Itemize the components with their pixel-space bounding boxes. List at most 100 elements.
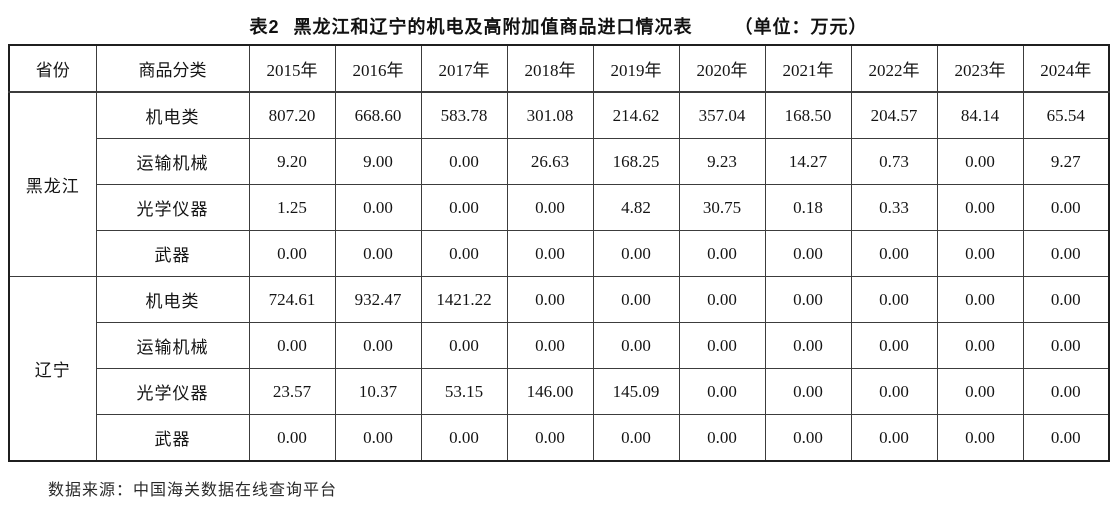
value-cell: 0.00 — [936, 368, 1024, 415]
data-row: 运输机械 0.00 0.00 0.00 0.00 0.00 0.00 0.00 0.00 0.00… — [9, 322, 1110, 369]
value-cell: 301.08 — [506, 91, 594, 139]
value-cell: 932.47 — [334, 276, 422, 323]
value-cell: 0.00 — [334, 414, 422, 462]
value-cell: 0.00 — [936, 414, 1024, 462]
value-cell: 0.73 — [850, 138, 938, 185]
data-row: 运输机械 9.20 9.00 0.00 26.63 168.25 9.23 14.27 0.73… — [9, 138, 1110, 185]
value-cell: 0.00 — [678, 414, 766, 462]
value-cell: 146.00 — [506, 368, 594, 415]
value-cell: 0.00 — [936, 322, 1024, 369]
value-cell: 0.00 — [1022, 368, 1110, 415]
value-cell: 0.00 — [592, 322, 680, 369]
value-cell: 0.00 — [334, 184, 422, 231]
value-cell: 0.00 — [506, 184, 594, 231]
year-header: 2023年 — [936, 44, 1024, 93]
year-header: 2024年 — [1022, 44, 1110, 93]
value-cell: 0.18 — [764, 184, 852, 231]
value-cell: 4.82 — [592, 184, 680, 231]
value-cell: 9.27 — [1022, 138, 1110, 185]
category-cell: 机电类 — [95, 91, 250, 139]
value-cell: 0.00 — [506, 276, 594, 323]
year-header: 2017年 — [420, 44, 508, 93]
year-header: 2020年 — [678, 44, 766, 93]
value-cell: 168.50 — [764, 91, 852, 139]
value-cell: 0.00 — [420, 184, 508, 231]
year-header: 2022年 — [850, 44, 938, 93]
value-cell: 10.37 — [334, 368, 422, 415]
data-row: 黑龙江 机电类 807.20 668.60 583.78 301.08 214.62 357.… — [8, 91, 1110, 277]
category-cell: 武器 — [95, 230, 250, 277]
category-cell: 运输机械 — [95, 322, 250, 369]
value-cell: 214.62 — [592, 91, 680, 139]
value-cell: 0.00 — [850, 414, 938, 462]
value-cell: 724.61 — [248, 276, 336, 323]
value-cell: 583.78 — [420, 91, 508, 139]
value-cell: 0.00 — [850, 276, 938, 323]
year-header: 2021年 — [764, 44, 852, 93]
category-cell: 光学仪器 — [95, 368, 250, 415]
value-cell: 9.00 — [334, 138, 422, 185]
value-cell: 0.00 — [850, 230, 938, 277]
value-cell: 9.20 — [248, 138, 336, 185]
value-cell: 0.00 — [592, 230, 680, 277]
value-cell: 0.00 — [764, 276, 852, 323]
year-header: 2019年 — [592, 44, 680, 93]
data-row: 光学仪器 1.25 0.00 0.00 0.00 4.82 30.75 0.18 0.33 0.0… — [9, 184, 1110, 231]
value-cell: 53.15 — [420, 368, 508, 415]
value-cell: 204.57 — [850, 91, 938, 139]
province-cell: 黑龙江 — [8, 91, 97, 277]
value-cell: 0.00 — [678, 322, 766, 369]
value-cell: 357.04 — [678, 91, 766, 139]
data-row: 辽宁 机电类 724.61 932.47 1421.22 0.00 0.00 0.00 0.00… — [8, 276, 1110, 462]
value-cell: 0.00 — [678, 368, 766, 415]
value-cell: 14.27 — [764, 138, 852, 185]
value-cell: 0.00 — [592, 276, 680, 323]
unit-label: （单位：万元） — [734, 17, 868, 37]
data-source-note: 数据来源：中国海关数据在线查询平台 — [48, 482, 338, 499]
value-cell: 0.00 — [764, 414, 852, 462]
value-cell: 30.75 — [678, 184, 766, 231]
category-cell: 机电类 — [95, 276, 250, 323]
category-cell: 运输机械 — [95, 138, 250, 185]
data-row: 武器 0.00 0.00 0.00 0.00 0.00 0.00 0.00 0.00 0.00 0.… — [9, 230, 1110, 277]
value-cell: 0.00 — [850, 368, 938, 415]
value-cell: 1421.22 — [420, 276, 508, 323]
year-header: 2016年 — [334, 44, 422, 93]
year-header: 2015年 — [248, 44, 336, 93]
category-cell: 武器 — [95, 414, 250, 462]
value-cell: 0.00 — [936, 184, 1024, 231]
value-cell: 0.00 — [1022, 184, 1110, 231]
year-header: 2018年 — [506, 44, 594, 93]
value-cell: 168.25 — [592, 138, 680, 185]
table-title: 表2 黑龙江和辽宁的机电及高附加值商品进口情况表 （单位：万元） — [0, 0, 1117, 43]
value-cell: 23.57 — [248, 368, 336, 415]
value-cell: 26.63 — [506, 138, 594, 185]
value-cell: 0.00 — [936, 230, 1024, 277]
value-cell: 0.00 — [678, 230, 766, 277]
value-cell: 0.00 — [764, 230, 852, 277]
value-cell: 0.00 — [678, 276, 766, 323]
table-number-label: 表2 — [249, 17, 280, 37]
value-cell: 0.00 — [248, 414, 336, 462]
value-cell: 65.54 — [1022, 91, 1110, 139]
import-data-table: 省份 商品分类 2015年 2016年 2017年 2018年 2019年 2020年 2021… — [8, 44, 1110, 462]
value-cell: 0.00 — [506, 414, 594, 462]
table-body: 黑龙江 机电类 807.20 668.60 583.78 301.08 214.62 357.… — [8, 91, 1110, 462]
value-cell: 0.00 — [592, 414, 680, 462]
value-cell: 0.00 — [936, 276, 1024, 323]
value-cell: 0.00 — [248, 322, 336, 369]
value-cell: 9.23 — [678, 138, 766, 185]
value-cell: 145.09 — [592, 368, 680, 415]
value-cell: 0.00 — [334, 230, 422, 277]
value-cell: 0.00 — [936, 138, 1024, 185]
value-cell: 0.00 — [506, 230, 594, 277]
province-header: 省份 — [8, 44, 97, 93]
value-cell: 0.33 — [850, 184, 938, 231]
value-cell: 84.14 — [936, 91, 1024, 139]
province-cell: 辽宁 — [8, 276, 97, 462]
value-cell: 0.00 — [1022, 322, 1110, 369]
value-cell: 0.00 — [1022, 414, 1110, 462]
value-cell: 0.00 — [1022, 230, 1110, 277]
data-row: 光学仪器 23.57 10.37 53.15 146.00 145.09 0.00 0.00 0… — [9, 368, 1110, 415]
